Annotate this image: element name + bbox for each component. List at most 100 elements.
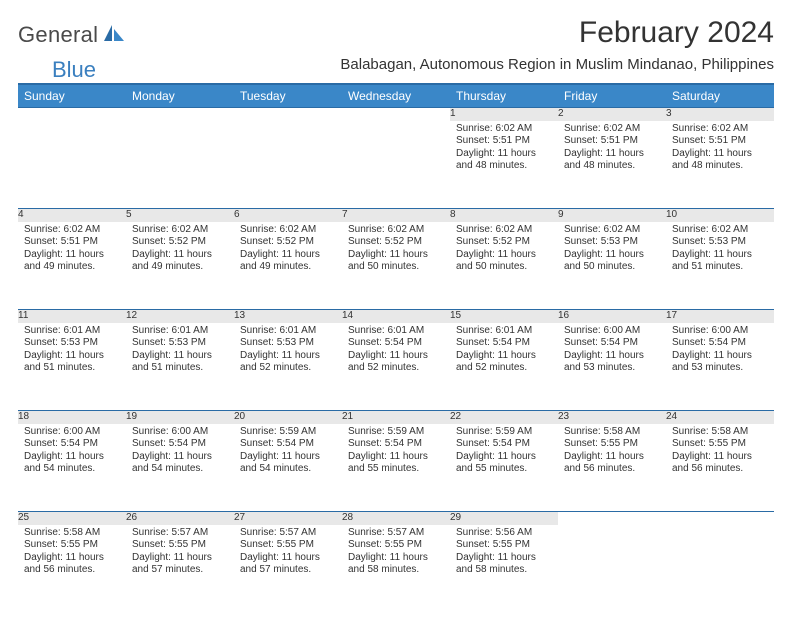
weekday-header: Wednesday — [342, 84, 450, 108]
daylight-text: Daylight: 11 hours and 54 minutes. — [240, 451, 336, 476]
daylight-text: Daylight: 11 hours and 57 minutes. — [132, 552, 228, 577]
empty-day-head — [126, 108, 234, 121]
daylight-text: Daylight: 11 hours and 56 minutes. — [564, 451, 660, 476]
calendar-week-head: 123 — [18, 108, 774, 121]
calendar-body: 123Sunrise: 6:02 AMSunset: 5:51 PMDaylig… — [18, 108, 774, 613]
sunset-text: Sunset: 5:51 PM — [456, 135, 552, 148]
day-cell: Sunrise: 6:01 AMSunset: 5:53 PMDaylight:… — [18, 323, 126, 411]
sunset-text: Sunset: 5:54 PM — [24, 438, 120, 451]
sunrise-text: Sunrise: 6:01 AM — [348, 325, 444, 338]
day-number: 19 — [126, 411, 234, 424]
calendar-week-body: Sunrise: 6:01 AMSunset: 5:53 PMDaylight:… — [18, 323, 774, 411]
sunset-text: Sunset: 5:53 PM — [564, 236, 660, 249]
day-cell: Sunrise: 6:01 AMSunset: 5:54 PMDaylight:… — [342, 323, 450, 411]
day-body: Sunrise: 5:59 AMSunset: 5:54 PMDaylight:… — [450, 424, 558, 482]
logo-text-blue: Blue — [52, 57, 96, 83]
day-body: Sunrise: 5:59 AMSunset: 5:54 PMDaylight:… — [234, 424, 342, 482]
day-number: 22 — [450, 411, 558, 424]
sunset-text: Sunset: 5:52 PM — [456, 236, 552, 249]
day-number: 3 — [666, 108, 774, 121]
day-number: 6 — [234, 209, 342, 222]
day-number: 29 — [450, 512, 558, 525]
logo-sails-icon — [102, 23, 126, 48]
sunset-text: Sunset: 5:54 PM — [456, 337, 552, 350]
sunset-text: Sunset: 5:55 PM — [348, 539, 444, 552]
day-body: Sunrise: 6:00 AMSunset: 5:54 PMDaylight:… — [126, 424, 234, 482]
sunset-text: Sunset: 5:52 PM — [348, 236, 444, 249]
daylight-text: Daylight: 11 hours and 55 minutes. — [456, 451, 552, 476]
sunset-text: Sunset: 5:54 PM — [132, 438, 228, 451]
sunset-text: Sunset: 5:52 PM — [132, 236, 228, 249]
calendar-week-body: Sunrise: 6:00 AMSunset: 5:54 PMDaylight:… — [18, 424, 774, 512]
sunrise-text: Sunrise: 5:56 AM — [456, 527, 552, 540]
day-cell: Sunrise: 6:02 AMSunset: 5:52 PMDaylight:… — [342, 222, 450, 310]
day-body: Sunrise: 5:58 AMSunset: 5:55 PMDaylight:… — [18, 525, 126, 583]
sunrise-text: Sunrise: 5:58 AM — [672, 426, 768, 439]
daylight-text: Daylight: 11 hours and 49 minutes. — [24, 249, 120, 274]
day-body: Sunrise: 6:02 AMSunset: 5:51 PMDaylight:… — [18, 222, 126, 280]
empty-day-cell — [558, 525, 666, 613]
daylight-text: Daylight: 11 hours and 53 minutes. — [672, 350, 768, 375]
empty-day-cell — [342, 121, 450, 209]
day-cell: Sunrise: 5:56 AMSunset: 5:55 PMDaylight:… — [450, 525, 558, 613]
sunrise-text: Sunrise: 6:02 AM — [348, 224, 444, 237]
day-number: 26 — [126, 512, 234, 525]
sunrise-text: Sunrise: 5:58 AM — [564, 426, 660, 439]
weekday-header: Sunday — [18, 84, 126, 108]
day-body: Sunrise: 6:02 AMSunset: 5:51 PMDaylight:… — [450, 121, 558, 179]
day-body: Sunrise: 5:59 AMSunset: 5:54 PMDaylight:… — [342, 424, 450, 482]
sunrise-text: Sunrise: 5:58 AM — [24, 527, 120, 540]
daylight-text: Daylight: 11 hours and 54 minutes. — [24, 451, 120, 476]
day-body: Sunrise: 6:02 AMSunset: 5:52 PMDaylight:… — [234, 222, 342, 280]
day-number: 27 — [234, 512, 342, 525]
day-cell: Sunrise: 5:59 AMSunset: 5:54 PMDaylight:… — [450, 424, 558, 512]
sunset-text: Sunset: 5:51 PM — [564, 135, 660, 148]
sunset-text: Sunset: 5:54 PM — [672, 337, 768, 350]
day-cell: Sunrise: 6:02 AMSunset: 5:51 PMDaylight:… — [18, 222, 126, 310]
sunrise-text: Sunrise: 6:00 AM — [24, 426, 120, 439]
day-cell: Sunrise: 6:02 AMSunset: 5:51 PMDaylight:… — [666, 121, 774, 209]
day-body: Sunrise: 6:00 AMSunset: 5:54 PMDaylight:… — [666, 323, 774, 381]
sunset-text: Sunset: 5:53 PM — [672, 236, 768, 249]
day-body: Sunrise: 6:01 AMSunset: 5:54 PMDaylight:… — [450, 323, 558, 381]
daylight-text: Daylight: 11 hours and 58 minutes. — [348, 552, 444, 577]
day-number: 16 — [558, 310, 666, 323]
sunset-text: Sunset: 5:54 PM — [240, 438, 336, 451]
day-cell: Sunrise: 6:02 AMSunset: 5:53 PMDaylight:… — [558, 222, 666, 310]
page-title: February 2024 — [579, 16, 774, 50]
day-number: 24 — [666, 411, 774, 424]
weekday-header: Friday — [558, 84, 666, 108]
daylight-text: Daylight: 11 hours and 51 minutes. — [672, 249, 768, 274]
daylight-text: Daylight: 11 hours and 50 minutes. — [348, 249, 444, 274]
day-number: 1 — [450, 108, 558, 121]
sunrise-text: Sunrise: 6:02 AM — [564, 224, 660, 237]
sunset-text: Sunset: 5:51 PM — [672, 135, 768, 148]
daylight-text: Daylight: 11 hours and 48 minutes. — [672, 148, 768, 173]
logo-text-general: General — [18, 22, 98, 48]
day-number: 2 — [558, 108, 666, 121]
sunrise-text: Sunrise: 6:02 AM — [132, 224, 228, 237]
day-number: 15 — [450, 310, 558, 323]
day-number: 7 — [342, 209, 450, 222]
daylight-text: Daylight: 11 hours and 58 minutes. — [456, 552, 552, 577]
day-body: Sunrise: 6:02 AMSunset: 5:52 PMDaylight:… — [450, 222, 558, 280]
sunrise-text: Sunrise: 5:59 AM — [456, 426, 552, 439]
weekday-header: Tuesday — [234, 84, 342, 108]
day-cell: Sunrise: 6:02 AMSunset: 5:52 PMDaylight:… — [234, 222, 342, 310]
day-number: 10 — [666, 209, 774, 222]
sunset-text: Sunset: 5:54 PM — [564, 337, 660, 350]
sunrise-text: Sunrise: 6:00 AM — [132, 426, 228, 439]
day-number: 25 — [18, 512, 126, 525]
sunset-text: Sunset: 5:54 PM — [348, 337, 444, 350]
day-body: Sunrise: 6:02 AMSunset: 5:53 PMDaylight:… — [666, 222, 774, 280]
daylight-text: Daylight: 11 hours and 56 minutes. — [24, 552, 120, 577]
day-number: 17 — [666, 310, 774, 323]
empty-day-head — [558, 512, 666, 525]
calendar-document: General February 2024 Blue Balabagan, Au… — [0, 0, 792, 629]
daylight-text: Daylight: 11 hours and 55 minutes. — [348, 451, 444, 476]
sunrise-text: Sunrise: 6:02 AM — [240, 224, 336, 237]
calendar-week-body: Sunrise: 6:02 AMSunset: 5:51 PMDaylight:… — [18, 222, 774, 310]
day-cell: Sunrise: 6:00 AMSunset: 5:54 PMDaylight:… — [558, 323, 666, 411]
daylight-text: Daylight: 11 hours and 51 minutes. — [132, 350, 228, 375]
empty-day-cell — [666, 525, 774, 613]
